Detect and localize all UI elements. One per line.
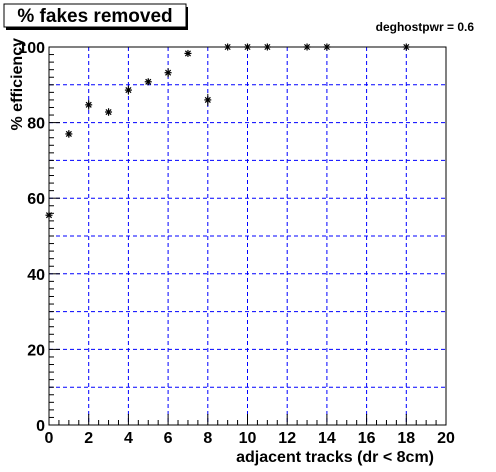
x-tick-label: 10: [239, 430, 257, 447]
data-point: [402, 43, 410, 51]
x-tick-label: 12: [278, 430, 296, 447]
x-tick-label: 18: [397, 430, 415, 447]
x-tick-label: 4: [124, 430, 133, 447]
x-tick-label: 14: [318, 430, 336, 447]
y-axis-title: % efficiency: [9, 38, 26, 131]
data-points: [45, 43, 410, 219]
x-axis-title: adjacent tracks (dr < 8cm): [236, 449, 434, 466]
data-point: [124, 85, 132, 95]
x-tick-labels: 0 2 4 6 8 10 12 14 16 18 20: [45, 430, 455, 447]
data-point: [204, 93, 212, 106]
title-box: % fakes removed: [3, 3, 188, 30]
data-point: [85, 99, 93, 110]
data-point: [184, 49, 192, 57]
data-point: [244, 43, 251, 51]
y-tick-label: 40: [27, 267, 45, 284]
data-point: [224, 43, 232, 51]
data-point: [323, 43, 331, 51]
data-point: [105, 108, 113, 116]
x-tick-label: 6: [164, 430, 173, 447]
grid-lines: [49, 47, 446, 425]
data-point: [164, 68, 172, 78]
y-tick-label: 60: [27, 191, 45, 208]
x-tick-label: 16: [358, 430, 376, 447]
y-tick-labels: 0 20 40 60 80 100: [18, 40, 45, 435]
x-tick-label: 8: [203, 430, 212, 447]
data-point: [303, 43, 311, 51]
y-tick-label: 80: [27, 116, 45, 133]
annotation-label: deghostpwr = 0.6: [376, 20, 475, 34]
y-tick-label: 100: [18, 40, 45, 57]
chart-title: % fakes removed: [17, 6, 172, 27]
y-tick-label: 20: [27, 342, 45, 359]
data-point: [45, 211, 53, 219]
x-tick-label: 0: [45, 430, 54, 447]
data-point: [263, 43, 271, 51]
y-tick-label: 0: [36, 418, 45, 435]
axis-ticks: [48, 46, 447, 426]
x-tick-label: 2: [84, 430, 93, 447]
data-point: [65, 130, 73, 138]
data-point: [144, 78, 152, 86]
x-tick-label: 20: [437, 430, 455, 447]
